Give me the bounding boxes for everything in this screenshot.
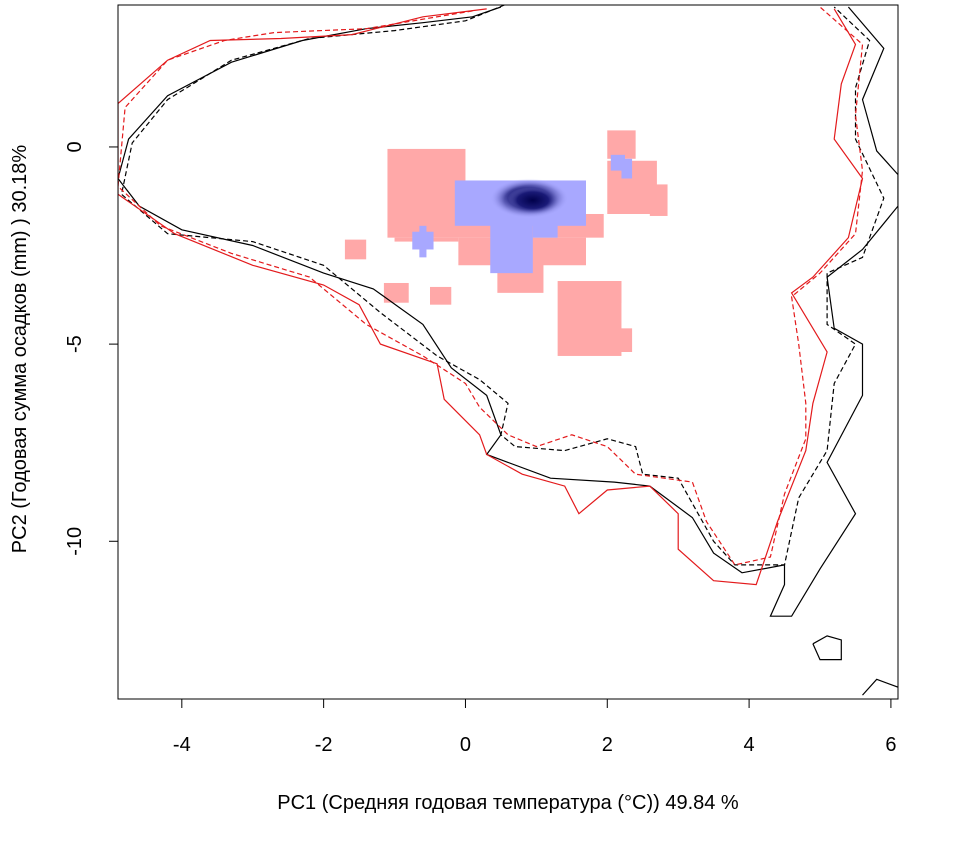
overlap-cell [430,286,452,305]
x-tick-label: 0 [460,734,471,756]
overlap-cell [649,184,668,216]
density-core [490,178,569,218]
y-tick-label: 0 [64,141,86,152]
x-axis: -4 -2 0 2 4 6 [173,698,896,756]
density-cell [532,221,558,238]
density-cell [490,221,533,274]
plot-frame [117,4,899,700]
overlap-cell [600,281,622,303]
contour-line [862,678,898,696]
x-tick-label: 4 [744,734,755,756]
y-tick-label: -10 [64,527,86,556]
contour-line [118,6,898,617]
contour-line [120,5,885,566]
x-tick-label: -4 [173,734,191,756]
plot-area [118,5,898,696]
y-axis: 0 -5 -10 [64,141,119,556]
contour-line [118,6,864,566]
contour-line [812,635,842,661]
x-tick-label: 6 [885,734,896,756]
overlap-cell [607,130,636,159]
y-tick-label: -5 [64,335,86,353]
overlap-cell [344,239,367,260]
density-cell [419,225,427,258]
x-tick-label: 2 [602,734,613,756]
density-core-ellipse [504,185,562,216]
x-tick-label: -2 [315,734,333,756]
overlap-cell [383,282,409,303]
density-cell [621,158,633,179]
y-axis-label: PC2 (Годовая сумма осадков (mm) ) 30.18% [9,145,31,554]
overlap-cell [614,328,633,352]
contour-line [118,8,864,586]
overlap-cell [387,148,466,214]
x-axis-label: PC1 (Средняя годовая температура (°C)) 4… [277,792,739,814]
contours [118,5,898,696]
